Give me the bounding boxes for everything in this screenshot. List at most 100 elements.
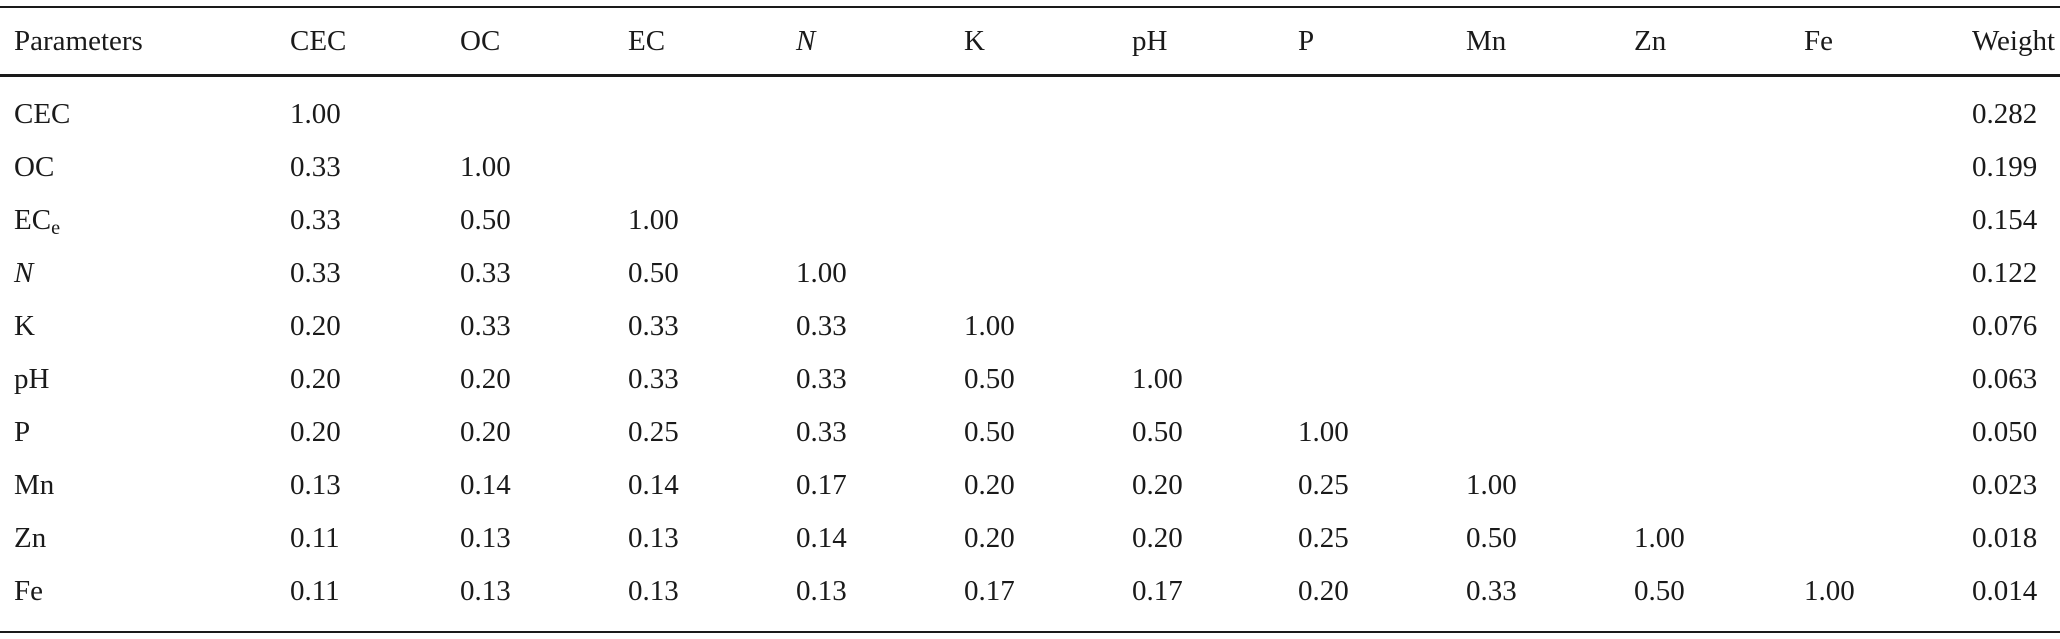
matrix-cell: 0.20 [290, 310, 341, 342]
table-body: CEC 1.00 0.282 OC 0.33 1.00 0.199 ECe 0.33 0.50 1.… [0, 74, 2060, 618]
matrix-cell: 1.00 [628, 204, 679, 236]
table-header: Parameters CEC OC EC N K pH P Mn Zn Fe W… [0, 8, 2060, 74]
matrix-cell: 0.50 [1634, 575, 1685, 607]
matrix-cell: 1.00 [1804, 575, 1855, 607]
weight-cell: 0.154 [1972, 204, 2038, 236]
matrix-cell [1118, 74, 1284, 141]
matrix-cell: 0.13 [628, 522, 679, 554]
matrix-cell: 0.13 [796, 575, 847, 607]
matrix-cell: 0.13 [460, 575, 511, 607]
matrix-cell [1452, 74, 1620, 141]
row-label-text: K [14, 310, 35, 342]
matrix-cell: 0.14 [460, 469, 511, 501]
matrix-cell [1790, 74, 1958, 141]
table-bottom-rule [0, 631, 2060, 633]
header-p: P [1298, 24, 1315, 57]
row-label-subscript: e [51, 217, 61, 240]
matrix-cell [1620, 459, 1790, 512]
table-header-rule [0, 74, 2060, 77]
matrix-cell: 0.25 [1298, 469, 1349, 501]
weight-cell: 0.282 [1972, 98, 2038, 130]
matrix-cell [1790, 512, 1958, 565]
row-label-text: pH [14, 363, 50, 395]
matrix-cell [614, 141, 782, 194]
matrix-cell: 0.13 [290, 469, 341, 501]
matrix-cell: 0.33 [290, 204, 341, 236]
matrix-cell [1620, 406, 1790, 459]
matrix-cell: 0.20 [1132, 469, 1183, 501]
row-label: OC [0, 141, 276, 194]
matrix-cell [1790, 406, 1958, 459]
table-row: P 0.20 0.20 0.25 0.33 0.50 0.50 1.00 0.050 [0, 406, 2060, 459]
row-label-text: EC [14, 204, 52, 236]
matrix-cell: 0.50 [964, 416, 1015, 448]
matrix-cell: 0.20 [1132, 522, 1183, 554]
matrix-cell: 1.00 [460, 151, 511, 183]
row-label: Fe [0, 565, 276, 618]
header-cec: CEC [290, 24, 347, 57]
matrix-cell [782, 194, 950, 247]
matrix-cell [1284, 74, 1452, 141]
matrix-cell [1620, 300, 1790, 353]
matrix-cell [950, 74, 1118, 141]
matrix-cell: 0.33 [460, 310, 511, 342]
matrix-cell: 0.33 [460, 257, 511, 289]
table-row: ECe 0.33 0.50 1.00 0.154 [0, 194, 2060, 247]
matrix-cell: 0.17 [1132, 575, 1183, 607]
table-top-rule [0, 6, 2060, 8]
matrix-cell: 0.33 [628, 363, 679, 395]
matrix-cell [1284, 194, 1452, 247]
matrix-cell: 0.20 [964, 522, 1015, 554]
header-oc: OC [460, 24, 501, 57]
matrix-cell: 0.13 [628, 575, 679, 607]
matrix-cell: 0.25 [628, 416, 679, 448]
matrix-cell: 0.50 [1132, 416, 1183, 448]
matrix-cell [1620, 141, 1790, 194]
matrix-cell: 0.33 [290, 151, 341, 183]
row-label: K [0, 300, 276, 353]
matrix-cell: 1.00 [1634, 522, 1685, 554]
matrix-cell [1452, 194, 1620, 247]
matrix-cell: 1.00 [1298, 416, 1349, 448]
matrix-cell: 0.20 [290, 363, 341, 395]
row-label: CEC [0, 74, 276, 141]
row-label-text: Zn [14, 522, 47, 554]
matrix-cell [1452, 406, 1620, 459]
matrix-cell: 0.11 [290, 575, 340, 607]
header-mn: Mn [1466, 24, 1507, 57]
row-label: ECe [0, 194, 276, 247]
matrix-cell: 0.20 [460, 363, 511, 395]
row-label-text: P [14, 416, 31, 448]
matrix-cell: 0.13 [460, 522, 511, 554]
matrix-cell [950, 247, 1118, 300]
matrix-cell: 0.33 [1466, 575, 1517, 607]
table-row: OC 0.33 1.00 0.199 [0, 141, 2060, 194]
weight-cell: 0.199 [1972, 151, 2038, 183]
header-weight: Weight [1972, 24, 2056, 57]
row-label-text: OC [14, 151, 55, 183]
weight-cell: 0.076 [1972, 310, 2038, 342]
weight-cell: 0.018 [1972, 522, 2038, 554]
matrix-cell: 0.20 [964, 469, 1015, 501]
table-row: N 0.33 0.33 0.50 1.00 0.122 [0, 247, 2060, 300]
matrix-cell: 0.33 [796, 416, 847, 448]
matrix-cell: 0.14 [628, 469, 679, 501]
header-k: K [964, 24, 985, 57]
matrix-cell: 0.14 [796, 522, 847, 554]
table-row: Zn 0.11 0.13 0.13 0.14 0.20 0.20 0.25 0.50 1.00 0.… [0, 512, 2060, 565]
row-label: P [0, 406, 276, 459]
matrix-cell: 1.00 [290, 98, 341, 130]
matrix-cell: 0.20 [1298, 575, 1349, 607]
matrix-cell [1790, 194, 1958, 247]
weight-cell: 0.023 [1972, 469, 2038, 501]
matrix-cell [1790, 247, 1958, 300]
matrix-cell: 0.20 [460, 416, 511, 448]
matrix-cell [1620, 194, 1790, 247]
matrix-cell: 0.50 [964, 363, 1015, 395]
matrix-cell: 0.50 [628, 257, 679, 289]
matrix-cell: 0.33 [796, 363, 847, 395]
table-row: CEC 1.00 0.282 [0, 74, 2060, 141]
matrix-cell: 0.17 [964, 575, 1015, 607]
matrix-cell: 0.33 [290, 257, 341, 289]
matrix-cell [1620, 247, 1790, 300]
